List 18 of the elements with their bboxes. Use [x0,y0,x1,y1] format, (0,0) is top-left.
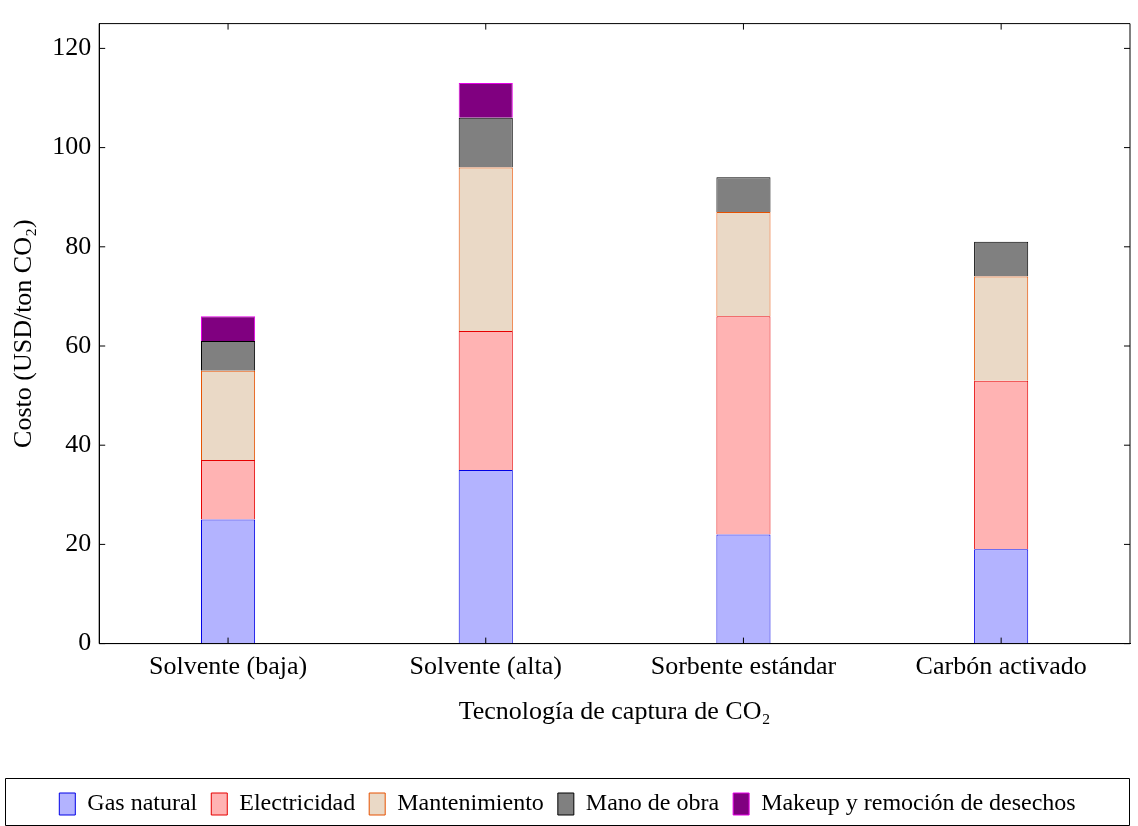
x-tick-label: Solvente (alta) [409,651,562,681]
x-axis-title: Tecnología de captura de CO₂ [458,696,771,726]
x-tick-label: Sorbente estándar [650,651,837,681]
legend-label: Gas natural [87,789,198,816]
legend-label: Mano de obra [585,789,720,816]
x-tick-label: Carbón activado [915,651,1087,681]
legend-label: Makeup y remoción de desechos [761,789,1076,816]
y-tick-label: 60 [65,329,92,359]
legend-label: Electricidad [239,789,356,816]
x-tick-label: Solvente (baja) [149,651,308,681]
y-tick-label: 0 [78,627,92,657]
y-tick-label: 20 [65,528,92,558]
y-tick-label: 80 [65,230,92,260]
legend-label: Mantenimiento [397,789,544,816]
y-tick-label: 40 [65,429,92,459]
y-tick-label: 120 [52,32,92,62]
y-axis-title: Costo (USD/ton CO₂) [8,219,38,448]
y-tick-label: 100 [52,131,92,161]
